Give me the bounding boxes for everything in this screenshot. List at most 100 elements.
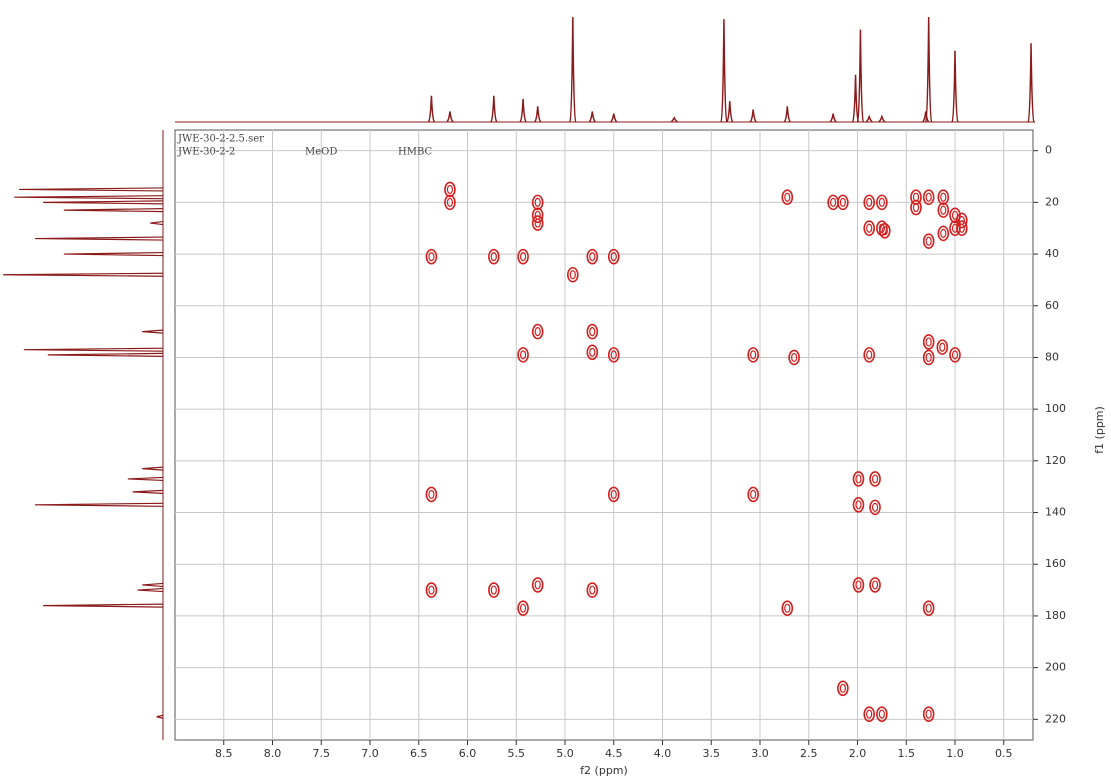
contour-ring bbox=[519, 603, 527, 613]
x-tick-label: 8.5 bbox=[215, 747, 233, 760]
cross-peak bbox=[444, 181, 456, 198]
contour-ring bbox=[866, 223, 873, 233]
carbon-peak bbox=[14, 195, 164, 200]
x-tick-label: 4.0 bbox=[654, 747, 672, 760]
contour-ring bbox=[866, 709, 873, 719]
carbon-peak bbox=[142, 582, 164, 588]
contour-ring bbox=[607, 347, 620, 363]
contour-ring bbox=[925, 236, 932, 246]
x-tick-label: 2.0 bbox=[849, 747, 867, 760]
contour-ring bbox=[586, 248, 599, 265]
cross-peak bbox=[852, 577, 865, 593]
cross-peak bbox=[425, 486, 438, 503]
cross-peak bbox=[747, 347, 759, 363]
contour-ring bbox=[534, 327, 541, 337]
contour-ring bbox=[830, 197, 837, 207]
y-tick-label: 20 bbox=[1045, 195, 1059, 208]
proton-peak bbox=[878, 114, 886, 123]
contour-ring bbox=[925, 352, 932, 363]
proton-peak bbox=[851, 74, 860, 123]
proton-peak bbox=[749, 109, 757, 123]
contour-ring bbox=[444, 194, 456, 211]
cross-peak bbox=[607, 347, 620, 363]
cross-peak bbox=[876, 706, 888, 722]
contour-ring bbox=[531, 194, 544, 211]
proton-peak bbox=[856, 29, 865, 123]
x-tick-label: 1.0 bbox=[946, 747, 964, 760]
contour-ring bbox=[610, 252, 617, 262]
proton-peak bbox=[534, 106, 542, 123]
x-tick-label: 5.0 bbox=[556, 747, 574, 760]
cross-peak bbox=[517, 600, 529, 616]
carbon-peak bbox=[18, 187, 164, 192]
contour-ring bbox=[925, 337, 932, 347]
contour-ring bbox=[428, 489, 435, 500]
cross-peak bbox=[922, 706, 935, 722]
y-tick-label: 200 bbox=[1045, 661, 1066, 674]
contour-ring bbox=[607, 486, 620, 503]
contour-ring bbox=[488, 582, 500, 598]
cross-peak bbox=[531, 194, 544, 211]
proton-peak bbox=[427, 95, 436, 123]
contour-ring bbox=[444, 181, 456, 198]
carbon-peak bbox=[137, 587, 164, 593]
carbon-peak bbox=[23, 347, 164, 352]
cross-peak bbox=[937, 225, 950, 242]
carbon-peak bbox=[34, 502, 164, 507]
contour-ring bbox=[937, 202, 950, 218]
contour-ring bbox=[781, 189, 794, 206]
cross-peak bbox=[922, 334, 935, 350]
contour-ring bbox=[910, 189, 922, 206]
cross-peak bbox=[781, 600, 794, 616]
contour-ring bbox=[922, 706, 935, 722]
contour-ring bbox=[855, 500, 862, 510]
cross-peak bbox=[863, 220, 876, 237]
cross-peak bbox=[566, 266, 579, 283]
cross-peak bbox=[586, 323, 599, 340]
cross-peak bbox=[937, 202, 950, 218]
contour-ring bbox=[871, 474, 879, 484]
proton-peak bbox=[490, 95, 498, 123]
cross-peak bbox=[444, 194, 456, 211]
cross-peak bbox=[956, 220, 968, 237]
contour-ring bbox=[863, 706, 876, 722]
y-tick-label: 180 bbox=[1045, 609, 1066, 622]
contour-ring bbox=[925, 192, 932, 202]
carbon-peak bbox=[127, 476, 164, 482]
cross-peak bbox=[607, 248, 620, 265]
proton-peak bbox=[726, 100, 734, 123]
y-tick-label: 100 bbox=[1045, 402, 1066, 415]
contour-ring bbox=[866, 197, 873, 207]
cross-peak bbox=[936, 339, 949, 355]
contour-ring bbox=[488, 248, 500, 265]
proton-peak bbox=[588, 111, 596, 123]
proton-peak bbox=[569, 16, 577, 123]
carbon-peak bbox=[63, 208, 164, 213]
cross-peak bbox=[488, 582, 500, 598]
contour-ring bbox=[940, 192, 947, 202]
contour-ring bbox=[852, 496, 865, 513]
contour-ring bbox=[949, 220, 961, 237]
y-tick-label: 160 bbox=[1045, 557, 1066, 570]
contour-ring bbox=[940, 205, 947, 215]
contour-ring bbox=[936, 339, 949, 355]
x-tick-label: 1.5 bbox=[898, 747, 916, 760]
contour-ring bbox=[925, 709, 932, 719]
header-line: JWE-30-2-2 bbox=[177, 147, 235, 158]
cross-peak bbox=[910, 199, 922, 216]
carbon-peak bbox=[2, 272, 164, 277]
contour-ring bbox=[534, 580, 541, 590]
contour-ring bbox=[863, 347, 876, 363]
contour-ring bbox=[866, 350, 873, 360]
cross-peak bbox=[937, 189, 950, 206]
cross-peak bbox=[869, 499, 881, 516]
contour-ring bbox=[863, 194, 876, 211]
carbon-peak bbox=[156, 714, 164, 719]
contour-ring bbox=[586, 582, 599, 598]
contour-ring bbox=[958, 223, 965, 233]
cross-peak bbox=[949, 347, 961, 363]
contour-ring bbox=[586, 323, 599, 340]
contour-ring bbox=[788, 349, 800, 366]
contour-ring bbox=[852, 471, 865, 487]
proton-peak bbox=[1027, 43, 1035, 123]
